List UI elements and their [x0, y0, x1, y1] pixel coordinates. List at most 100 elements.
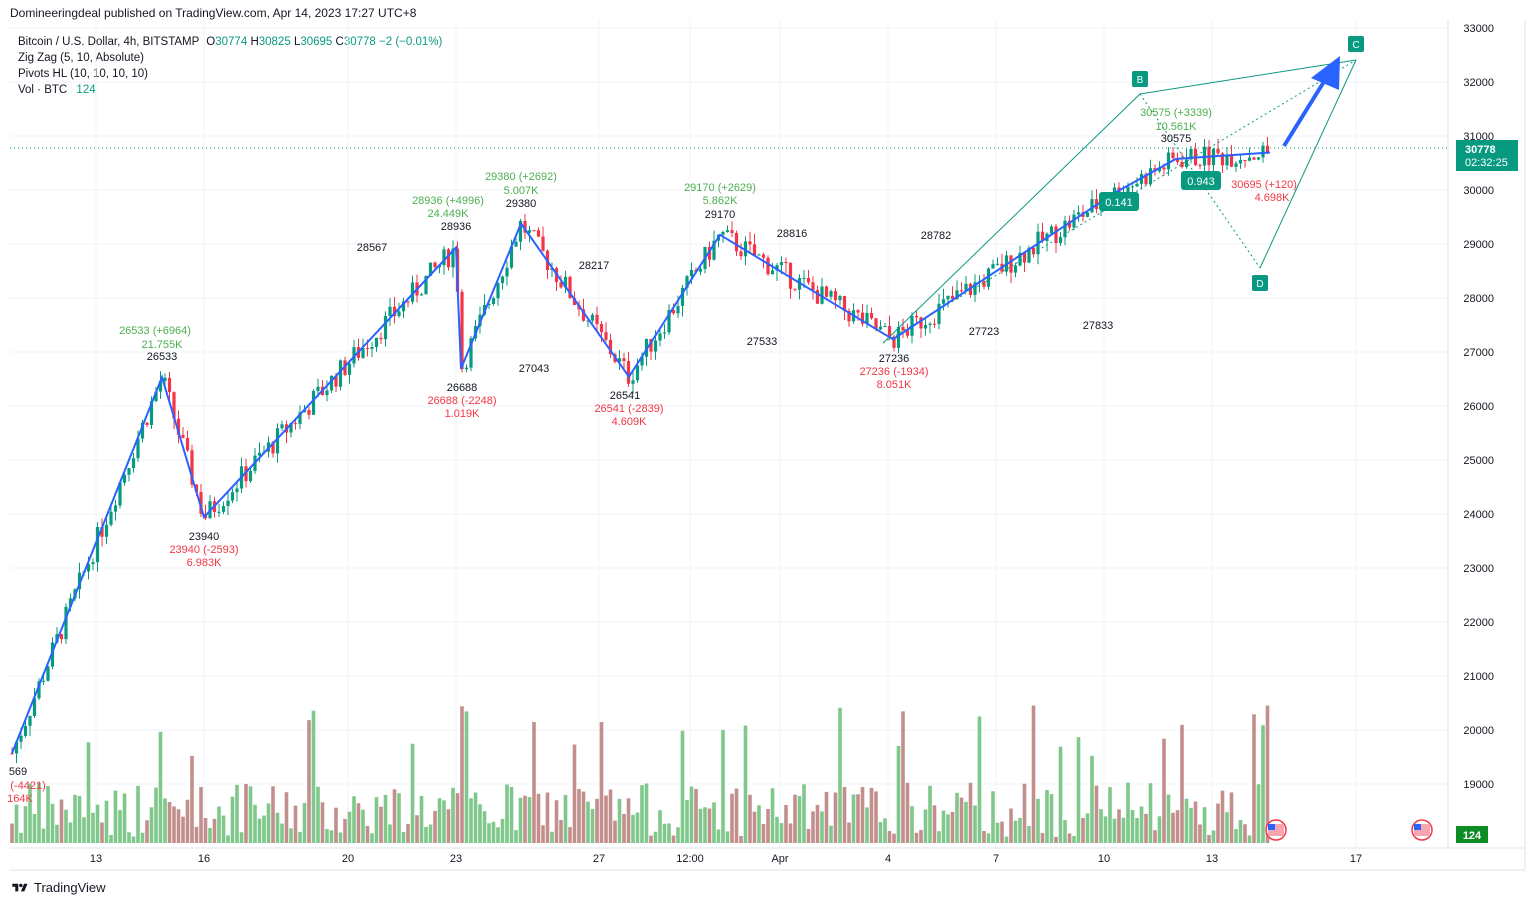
- volume-label: Vol · BTC: [18, 84, 68, 96]
- candle-body: [1049, 226, 1054, 234]
- volume-bar: [154, 787, 158, 843]
- candle-body: [581, 309, 586, 321]
- volume-bar: [631, 814, 635, 843]
- volume-bar: [383, 794, 388, 843]
- volume-bar: [460, 706, 464, 843]
- volume-bar: [653, 831, 658, 843]
- volume-bar: [190, 755, 194, 843]
- indicator-volume[interactable]: Vol · BTC 124: [18, 82, 442, 98]
- volume-bar: [59, 799, 64, 843]
- candle-body: [379, 337, 383, 340]
- candle-body: [932, 323, 937, 325]
- candle-body: [194, 484, 199, 492]
- candle-body: [631, 380, 635, 384]
- volume-bar: [1238, 819, 1243, 843]
- candle-body: [1112, 187, 1117, 202]
- candle-body: [140, 422, 145, 439]
- candle-body: [554, 268, 559, 283]
- pivot-label: 29170: [705, 209, 736, 221]
- volume-bar: [622, 813, 626, 843]
- volume-bar: [122, 793, 127, 843]
- pattern-point-d[interactable]: D: [1252, 275, 1268, 291]
- candle-body: [995, 263, 1000, 265]
- volume-bar: [676, 827, 680, 843]
- candle-body: [1135, 183, 1139, 187]
- pivot-label: 164K: [7, 793, 33, 805]
- candle-body: [41, 680, 46, 682]
- candle-body: [685, 276, 689, 288]
- pattern-leg-cd: [1259, 59, 1357, 269]
- volume-bar: [955, 792, 959, 843]
- volume-bar: [1180, 724, 1184, 843]
- pattern-point-c-label: C: [1352, 40, 1359, 51]
- candle-body: [149, 401, 154, 425]
- candle-body: [1247, 157, 1252, 161]
- ratio-badge-2[interactable]: 0.943: [1181, 171, 1221, 190]
- volume-bar: [896, 745, 901, 843]
- volume-bar: [950, 811, 955, 843]
- volume-bar: [995, 822, 1000, 843]
- price-tick-label: 23000: [1463, 563, 1494, 575]
- candle-body: [698, 268, 703, 272]
- volume-bar: [82, 817, 86, 843]
- us-flag-icon[interactable]: [1265, 819, 1287, 841]
- candle-body: [842, 296, 847, 311]
- volume-bar: [1036, 798, 1040, 843]
- volume-bar: [289, 828, 293, 843]
- candle-body: [1229, 155, 1234, 167]
- volume-bar: [1135, 817, 1139, 843]
- tradingview-footer[interactable]: TradingView: [10, 880, 106, 895]
- candle-body: [788, 262, 793, 289]
- volume-bar: [1157, 816, 1162, 843]
- volume-bar: [406, 823, 410, 843]
- us-flag-icon-2[interactable]: [1411, 819, 1433, 841]
- candle-body: [37, 681, 41, 699]
- volume-bar: [1234, 829, 1238, 843]
- indicator-zigzag[interactable]: Zig Zag (5, 10, Absolute): [18, 52, 144, 64]
- volume-bar: [937, 831, 941, 843]
- pattern-leg-xc: [882, 59, 1357, 344]
- pivot-label: 28936 (+4996): [412, 195, 484, 207]
- volume-bar: [347, 811, 352, 843]
- candle-body: [131, 458, 136, 469]
- us-flag-icon-2-stripes: [1414, 824, 1430, 836]
- volume-bar: [32, 813, 37, 843]
- candle-body: [293, 423, 298, 425]
- pattern-point-c[interactable]: C: [1348, 36, 1364, 52]
- indicator-pivots[interactable]: Pivots HL (10, 10, 10, 10): [18, 68, 148, 80]
- candle-body: [284, 424, 289, 433]
- volume-bar: [505, 784, 509, 843]
- candle-body: [482, 304, 487, 315]
- volume-bar: [577, 788, 581, 843]
- volume-bar: [113, 790, 118, 843]
- pivot-label: 27236 (-1934): [859, 366, 928, 378]
- candle-body: [1081, 212, 1085, 217]
- low-label: L: [293, 36, 301, 48]
- volume-bar: [388, 824, 392, 843]
- ratio-badge-1[interactable]: 0.141: [1099, 192, 1139, 211]
- volume-bar: [973, 805, 977, 843]
- volume-bar: [1121, 817, 1126, 843]
- volume-bar: [149, 807, 154, 843]
- candle-body: [635, 365, 640, 381]
- candle-body: [59, 634, 64, 640]
- candle-body: [1099, 203, 1103, 209]
- volume-bar: [568, 827, 572, 843]
- candle-body: [172, 392, 176, 419]
- candle-body: [446, 249, 451, 268]
- volume-bar: [1004, 836, 1009, 843]
- symbol-row[interactable]: Bitcoin / U.S. Dollar, 4h, BITSTAMP O307…: [18, 34, 442, 50]
- volume-bar: [1031, 705, 1036, 843]
- candle-body: [838, 296, 842, 301]
- open-value: 30774: [215, 36, 248, 48]
- candle-body: [1063, 220, 1067, 238]
- time-tick-label: 16: [198, 853, 210, 865]
- volume-bar: [649, 835, 653, 843]
- candle-body: [586, 320, 590, 322]
- volume-bar: [419, 795, 424, 843]
- volume-bar: [221, 815, 226, 843]
- volume-bar: [1193, 801, 1198, 843]
- pattern-point-b[interactable]: B: [1132, 71, 1148, 87]
- candle-body: [883, 326, 887, 328]
